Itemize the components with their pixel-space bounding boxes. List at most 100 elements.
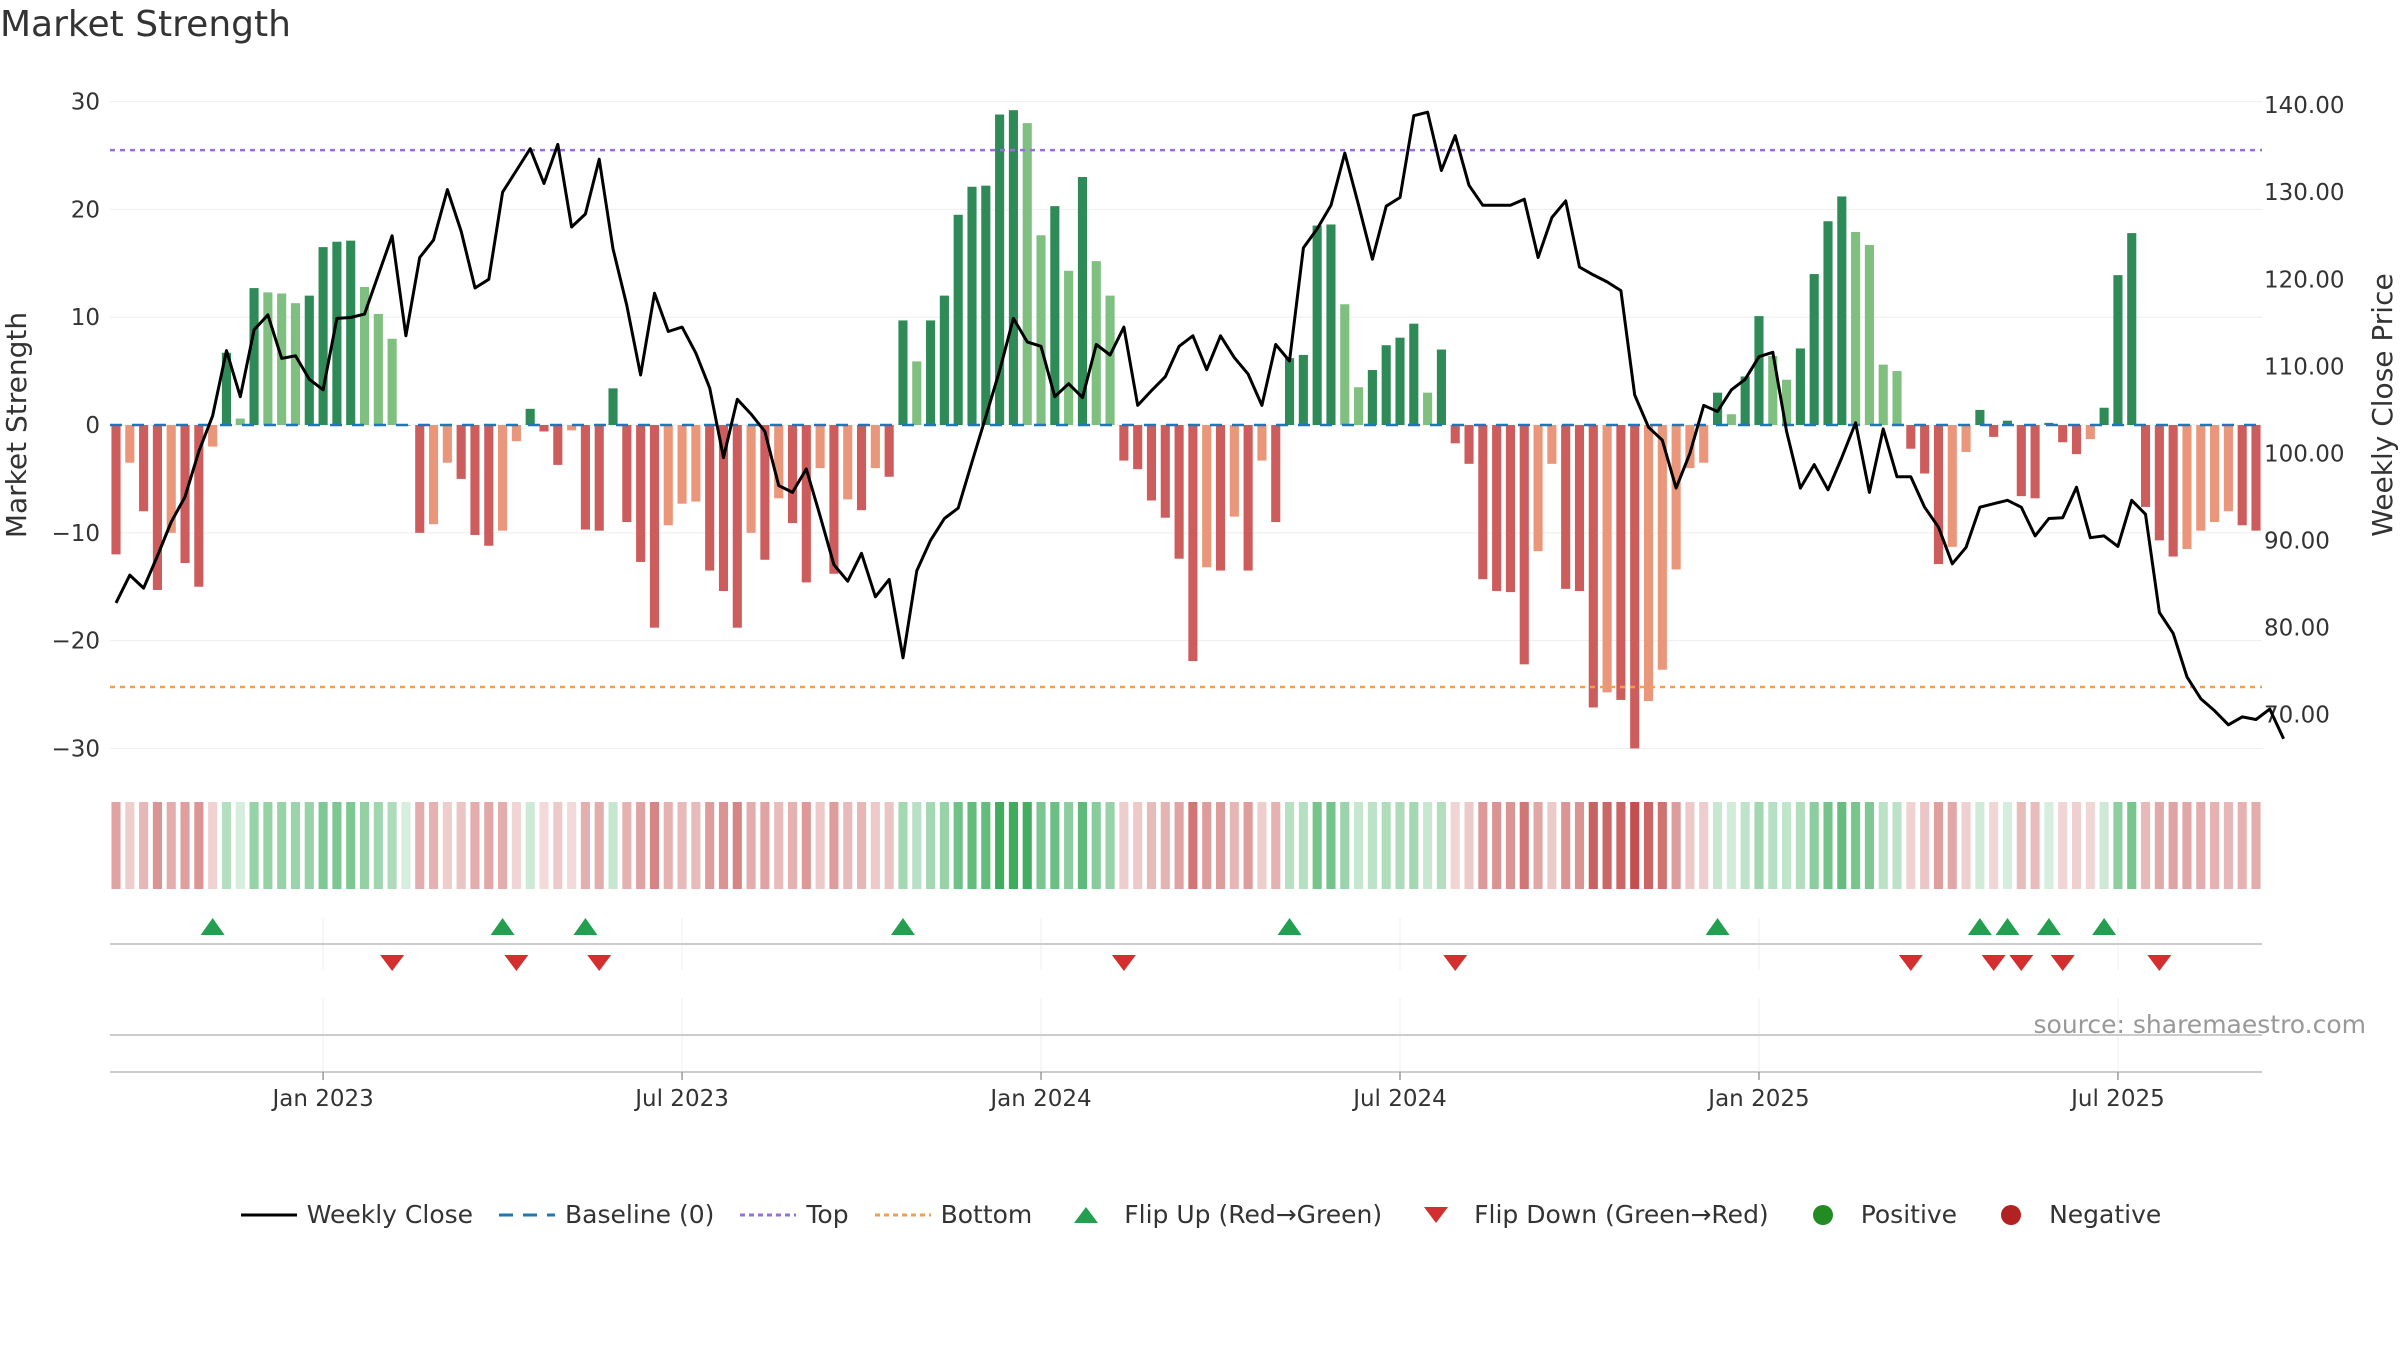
heat-cell (608, 802, 618, 889)
strength-bar (1795, 348, 1805, 425)
flip-down-marker (380, 955, 405, 971)
heat-cell (746, 802, 756, 889)
strength-bar (263, 292, 273, 425)
strength-bar (428, 425, 439, 525)
heat-cell (2071, 802, 2082, 889)
strength-bar (111, 425, 121, 555)
y-right-tick-label: 110.00 (2264, 354, 2344, 380)
y-right-tick-label: 100.00 (2264, 441, 2344, 467)
strength-bar (1505, 425, 1516, 593)
strength-bar (1657, 425, 1667, 670)
strength-bar (1450, 425, 1460, 444)
strength-bar (1243, 425, 1253, 571)
strength-bar (1851, 232, 1861, 425)
heat-cell (1754, 802, 1764, 889)
heat-cell (1851, 802, 1861, 889)
strength-bar (1878, 364, 1888, 425)
strength-bar (884, 425, 894, 477)
strength-bar (511, 425, 521, 442)
strength-bar (2071, 425, 2082, 455)
legend-bottom[interactable]: Bottom (873, 1200, 1032, 1229)
x-tick-label: Jan 2023 (270, 1086, 373, 1112)
heat-cell (1588, 802, 1598, 889)
heat-cell (1933, 802, 1944, 889)
strength-bar (898, 320, 908, 425)
legend-weekly-close[interactable]: Weekly Close (239, 1200, 473, 1229)
heat-cell (815, 802, 825, 889)
y-right-tick-label: 120.00 (2264, 267, 2344, 293)
heat-cell (1326, 802, 1336, 889)
heat-cell (318, 802, 328, 889)
chart-title: Market Strength (0, 4, 291, 45)
heat-cell (2251, 802, 2261, 889)
legend-flip-down[interactable]: Flip Down (Green→Red) (1406, 1200, 1769, 1229)
strength-bar (1464, 425, 1474, 464)
heat-cell (415, 802, 425, 889)
strength-bar (1215, 425, 1226, 571)
flip-down-marker (2009, 955, 2034, 971)
strength-bar (2058, 425, 2068, 443)
heat-cell (1975, 802, 1985, 889)
flip-down-marker (1898, 955, 1923, 971)
strength-bar (1643, 425, 1654, 701)
heat-cell (139, 802, 149, 889)
heat-cell (359, 802, 370, 889)
heat-cell (221, 802, 232, 889)
strength-bar (2099, 407, 2109, 425)
weekly-close-line (114, 110, 2285, 740)
strength-bar (1768, 356, 1778, 425)
strength-bar (1064, 270, 1074, 425)
strength-bar (774, 425, 784, 499)
strength-bar (843, 425, 853, 500)
legend-positive[interactable]: Positive (1793, 1200, 1957, 1229)
heat-cell (1837, 802, 1847, 889)
heat-cell (1271, 802, 1281, 889)
heat-cell (1340, 802, 1350, 889)
heat-cell (1423, 802, 1433, 889)
strength-bar (1574, 425, 1585, 592)
legend-top[interactable]: Top (738, 1200, 849, 1229)
strength-bar (1920, 425, 1930, 474)
heat-cell (1864, 802, 1874, 889)
heat-cell (263, 802, 273, 889)
heat-cell (718, 802, 729, 889)
heat-cell (1685, 802, 1695, 889)
heat-cell (1119, 802, 1129, 889)
heat-cell (1892, 802, 1902, 889)
x-tick-label: Jan 2024 (988, 1086, 1091, 1112)
heat-cell (884, 802, 894, 889)
x-tick-label: Jul 2024 (1351, 1086, 1447, 1112)
flip-down-marker (1443, 955, 1468, 971)
strength-bar (1975, 409, 1985, 425)
heat-cell (1008, 802, 1018, 889)
strength-bar (1436, 349, 1446, 425)
heat-cell (208, 802, 218, 889)
strength-bar (2127, 233, 2137, 425)
strength-bar (1381, 345, 1391, 425)
strength-bar (1271, 425, 1281, 523)
heat-cell (705, 802, 715, 889)
strength-bar (608, 388, 618, 425)
flip-up-marker (2036, 918, 2061, 935)
heat-cell (1533, 802, 1543, 889)
heat-cell (691, 802, 701, 889)
strength-bar (442, 425, 452, 463)
heat-cell (1478, 802, 1488, 889)
legend-baseline[interactable]: Baseline (0) (497, 1200, 714, 1229)
heat-cell (456, 802, 466, 889)
strength-bar (1202, 425, 1212, 568)
strength-bar (1947, 425, 1957, 547)
heat-cell (981, 802, 991, 889)
legend-flip-up[interactable]: Flip Up (Red→Green) (1056, 1200, 1382, 1229)
legend-negative[interactable]: Negative (1981, 1200, 2161, 1229)
heat-cell (1823, 802, 1833, 889)
strength-bar (1326, 224, 1336, 425)
strength-bar (829, 425, 839, 574)
line-icon (240, 1213, 297, 1216)
heat-cell (1036, 802, 1046, 889)
strength-bar (1547, 425, 1557, 464)
heat-cell (2127, 802, 2137, 889)
strength-bar (870, 425, 880, 469)
flip-down-marker (1111, 955, 1136, 971)
